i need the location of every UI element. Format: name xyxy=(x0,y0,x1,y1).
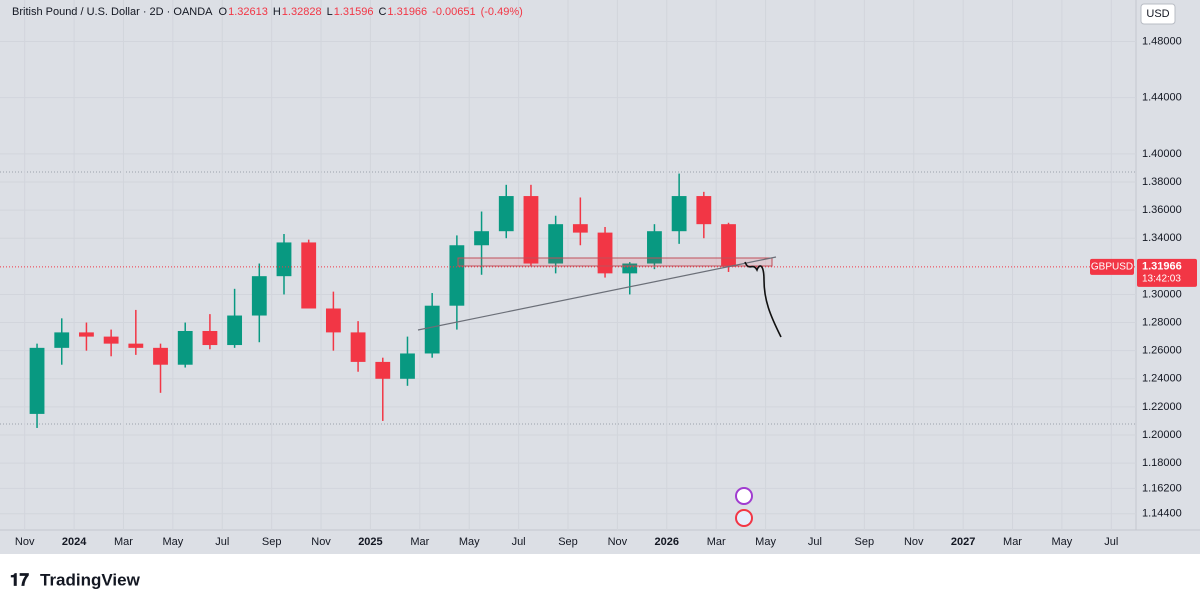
candle-body xyxy=(54,332,70,348)
y-tick-label: 1.18000 xyxy=(1142,457,1182,469)
y-tick-label: 1.36000 xyxy=(1142,204,1182,216)
y-tick-label: 1.16200 xyxy=(1142,482,1182,494)
candle-body xyxy=(671,196,687,232)
legend-value: 1.32613 xyxy=(228,6,268,18)
symbol-tag xyxy=(1090,258,1134,275)
y-tick-label: 1.22000 xyxy=(1142,401,1182,413)
price-tag-label: 1.31966 xyxy=(1142,261,1182,273)
x-tick-label: Nov xyxy=(15,536,35,548)
candle-body xyxy=(177,330,193,365)
x-tick-label: May xyxy=(162,536,183,548)
y-tick-label: 1.20000 xyxy=(1142,429,1182,441)
candle-body xyxy=(572,224,588,233)
candle-body xyxy=(350,332,366,362)
legend-value: 1.31966 xyxy=(387,6,427,18)
change-value: -0.00651 xyxy=(432,6,475,18)
legend-value: 1.32828 xyxy=(282,6,322,18)
candle-body xyxy=(548,224,564,264)
y-tick-label: 1.30000 xyxy=(1142,288,1182,300)
x-tick-label: Jul xyxy=(1104,536,1118,548)
change-percent: (-0.49%) xyxy=(481,6,523,18)
candle-body xyxy=(622,263,638,274)
event-icon[interactable] xyxy=(735,487,753,505)
x-tick-label: Nov xyxy=(311,536,331,548)
legend-key: L xyxy=(327,6,333,18)
candle-body xyxy=(301,242,317,309)
x-tick-label: Mar xyxy=(1003,536,1022,548)
candle-body xyxy=(449,245,465,306)
y-tick-label: 1.28000 xyxy=(1142,316,1182,328)
x-tick-label: Mar xyxy=(114,536,133,548)
candle-body xyxy=(721,224,736,267)
brand-logo[interactable]: 𝟏𝟕 xyxy=(10,570,29,589)
candle-body xyxy=(400,353,415,379)
candle-body xyxy=(597,232,613,274)
support-zone xyxy=(457,257,773,267)
currency-label[interactable]: USD xyxy=(1146,8,1169,20)
ohlc-legend: O 1.32613 H 1.32828 L 1.31596 C 1.31966 -0.00651… xyxy=(219,6,523,18)
x-tick-label: Mar xyxy=(410,536,429,548)
candle-body xyxy=(29,347,45,414)
y-tick-label: 1.40000 xyxy=(1142,148,1182,160)
x-tick-label: Sep xyxy=(558,536,578,548)
candle-body xyxy=(276,242,292,277)
x-tick-label: 2025 xyxy=(358,536,382,548)
brand-name[interactable]: TradingView xyxy=(40,570,141,589)
candle-body xyxy=(474,231,489,246)
candle-body xyxy=(251,276,267,316)
candle-body xyxy=(424,305,440,354)
x-tick-label: Sep xyxy=(855,536,875,548)
legend-value: 1.31596 xyxy=(334,6,374,18)
flag-icon[interactable] xyxy=(735,509,753,527)
legend-key: O xyxy=(219,6,228,18)
plot xyxy=(0,173,1136,428)
x-tick-label: May xyxy=(1052,536,1073,548)
y-tick-label: 1.38000 xyxy=(1142,176,1182,188)
y-tick-label: 1.14400 xyxy=(1142,508,1182,520)
candle-body xyxy=(647,231,662,264)
x-tick-label: Mar xyxy=(707,536,726,548)
plot-background xyxy=(0,0,1200,554)
x-tick-label: Jul xyxy=(512,536,526,548)
candle-body xyxy=(103,336,119,344)
y-tick-label: 1.44000 xyxy=(1142,92,1182,104)
x-tick-label: 2024 xyxy=(62,536,87,548)
candle-body xyxy=(696,196,712,225)
candle-body xyxy=(202,330,218,346)
symbol-tag-label: GBPUSD xyxy=(1091,261,1133,272)
candle-body xyxy=(498,196,514,232)
candle-body xyxy=(325,308,341,333)
x-tick-label: Nov xyxy=(608,536,628,548)
symbol-title: British Pound / U.S. Dollar · 2D · OANDA xyxy=(12,6,213,18)
projection-curve xyxy=(744,261,782,338)
x-tick-label: 2027 xyxy=(951,536,975,548)
countdown-label: 13:42:03 xyxy=(1142,273,1181,284)
y-tick-label: 1.34000 xyxy=(1142,232,1182,244)
x-tick-label: May xyxy=(755,536,776,548)
candle-body xyxy=(227,315,243,346)
price-tag xyxy=(1137,258,1197,287)
candle-body xyxy=(128,343,144,348)
candle-body xyxy=(79,332,94,337)
x-tick-label: Sep xyxy=(262,536,282,548)
legend-key: C xyxy=(378,6,386,18)
x-tick-label: 2026 xyxy=(655,536,679,548)
x-tick-label: Jul xyxy=(808,536,822,548)
candle-body xyxy=(375,361,391,379)
y-tick-label: 1.48000 xyxy=(1142,35,1182,47)
y-tick-label: 1.24000 xyxy=(1142,373,1182,385)
trend-line xyxy=(417,256,777,331)
x-tick-label: May xyxy=(459,536,480,548)
x-tick-label: Nov xyxy=(904,536,924,548)
y-tick-label: 1.26000 xyxy=(1142,345,1182,357)
currency-button[interactable] xyxy=(1140,3,1176,25)
legend-key: H xyxy=(273,6,281,18)
candle-body xyxy=(523,196,539,264)
x-tick-label: Jul xyxy=(215,536,229,548)
candle-body xyxy=(153,347,168,365)
